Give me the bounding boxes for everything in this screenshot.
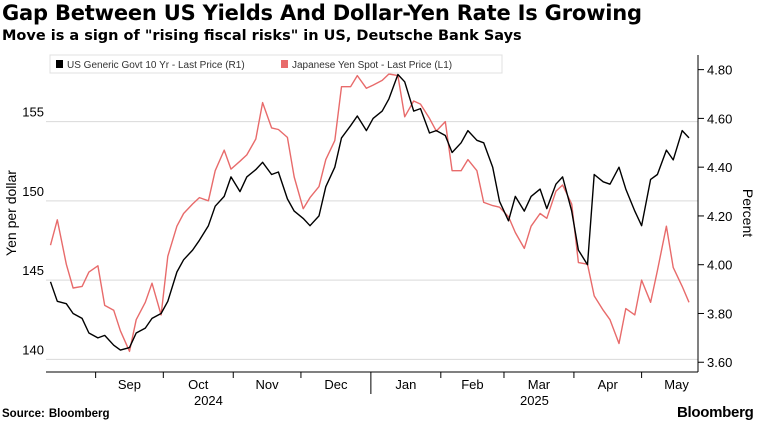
source-value: Bloomberg: [48, 408, 110, 420]
right-tick-label-3.80: 3.80: [707, 306, 732, 321]
left-tick-label-140: 140: [22, 342, 44, 357]
month-label-may: May: [664, 377, 689, 392]
right-axis-title: Percent: [740, 189, 756, 237]
right-tick-label-4.40: 4.40: [707, 160, 732, 175]
right-tick-label-3.60: 3.60: [707, 355, 732, 370]
axis-labels: Yen per dollar Percent 140 145 150 155 3.60 3…: [3, 63, 756, 408]
bloomberg-logo: Bloomberg: [677, 404, 754, 421]
yen-spot-line: [49, 73, 690, 353]
us-yield-line: [49, 73, 690, 351]
legend-label-us-yield: US Generic Govt 10 Yr - Last Price (R1): [67, 60, 245, 71]
right-tick-label-4.00: 4.00: [707, 258, 732, 273]
legend: US Generic Govt 10 Yr - Last Price (R1) …: [49, 54, 503, 74]
left-tick-label-150: 150: [22, 184, 44, 199]
legend-box: [49, 54, 503, 74]
month-label-nov: Nov: [256, 377, 280, 392]
month-label-sep: Sep: [118, 377, 141, 392]
right-tick-label-4.60: 4.60: [707, 111, 732, 126]
page-title: Gap Between US Yields And Dollar-Yen Rat…: [2, 1, 642, 25]
year-label-2024: 2024: [194, 393, 223, 408]
year-label-2025: 2025: [520, 393, 549, 408]
left-tick-label-155: 155: [22, 105, 44, 120]
legend-label-yen: Japanese Yen Spot - Last Price (L1): [292, 60, 452, 71]
month-label-dec: Dec: [324, 377, 348, 392]
right-tick-label-4.20: 4.20: [707, 209, 732, 224]
legend-swatch-yen: [281, 60, 288, 68]
month-label-apr: Apr: [598, 377, 619, 392]
series-lines: [49, 73, 690, 353]
source-label: Source:: [2, 408, 45, 420]
right-tick-label-4.80: 4.80: [707, 63, 732, 78]
month-label-oct: Oct: [188, 377, 209, 392]
month-label-mar: Mar: [528, 377, 551, 392]
axes: [46, 55, 699, 373]
source-note: Source: Bloomberg: [2, 408, 110, 420]
page-subtitle: Move is a sign of "rising fiscal risks" …: [2, 28, 522, 44]
legend-swatch-us-yield: [56, 60, 63, 68]
gridlines: [46, 69, 704, 394]
month-label-feb: Feb: [461, 377, 483, 392]
left-tick-label-145: 145: [22, 263, 44, 278]
month-label-jan: Jan: [395, 377, 416, 392]
left-axis-title: Yen per dollar: [3, 170, 19, 256]
